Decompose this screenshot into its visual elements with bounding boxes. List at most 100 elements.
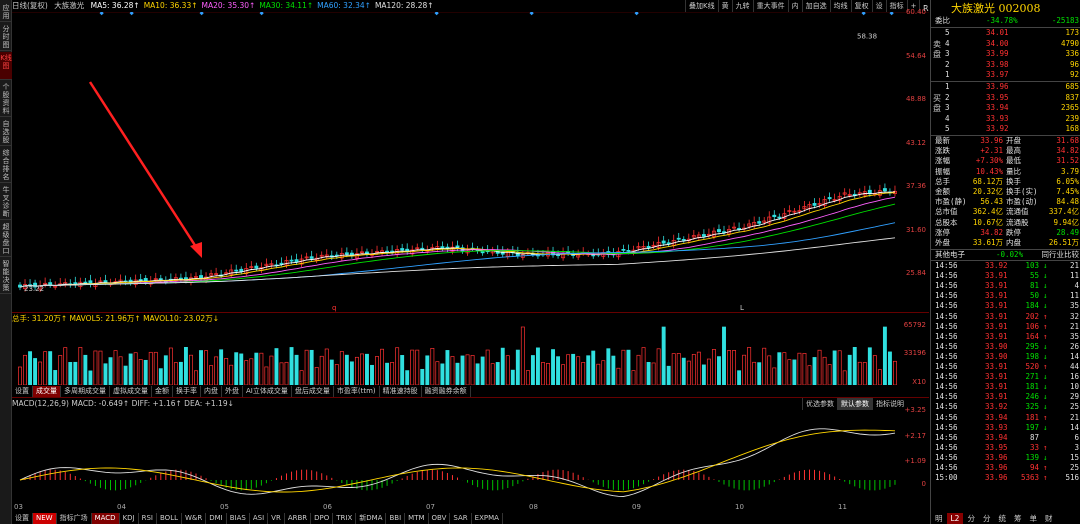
candle-body (681, 239, 686, 241)
volume-tab-4[interactable]: 金额 (152, 386, 173, 397)
macd-btn-2[interactable]: 指标说明 (872, 398, 907, 410)
toolbar-btn-0[interactable]: 叠加K线 (685, 0, 718, 12)
indicator-tab-7[interactable]: W&R (182, 513, 207, 524)
volume-tab-6[interactable]: 内盘 (201, 386, 222, 397)
cell: 33.95 (985, 442, 1008, 452)
indicator-tab-4[interactable]: KDJ (120, 513, 139, 524)
toolbar-btn-4[interactable]: 内 (787, 0, 802, 12)
volume-bar (867, 347, 872, 385)
indicator-tab-15[interactable]: 新DMA (356, 513, 387, 524)
cell: 26 (1069, 341, 1079, 351)
indicator-tab-3[interactable]: MACD (91, 513, 120, 524)
arrow-head (190, 242, 202, 258)
toolbar-btn-3[interactable]: 重大事件 (752, 0, 788, 12)
nav-item-5[interactable]: 综合排名 (0, 147, 12, 183)
indicator-tab-17[interactable]: MTM (405, 513, 429, 524)
volume-bar (757, 362, 762, 385)
volume-tab-0[interactable]: 设置 (12, 386, 33, 397)
volume-svg[interactable] (12, 325, 929, 385)
indicator-tab-12[interactable]: ARBR (285, 513, 312, 524)
toolbar-btn-10[interactable]: + (906, 0, 920, 12)
cell: 14:56 (935, 271, 958, 281)
toolbar-btn-8[interactable]: 设 (871, 0, 886, 12)
indicator-tab-8[interactable]: DMI (206, 513, 227, 524)
kline-ytick: 48.88 (905, 95, 926, 103)
toolbar-btn-6[interactable]: 均线 (829, 0, 851, 12)
volume-tab-7[interactable]: 外盘 (222, 386, 243, 397)
indicator-tab-11[interactable]: VR (268, 513, 285, 524)
volume-tab-9[interactable]: 盘后成交量 (292, 386, 334, 397)
quote-tab-6[interactable]: 单 (1029, 514, 1037, 523)
volume-bar (611, 355, 616, 385)
quote-tab-4[interactable]: 统 (998, 514, 1006, 523)
indicator-tab-5[interactable]: RSI (139, 513, 157, 524)
cell: 3 (945, 103, 950, 112)
event-marker[interactable] (889, 12, 894, 16)
nav-item-2[interactable]: K线图 (0, 52, 12, 80)
toolbar-btn-11[interactable]: - (919, 0, 929, 12)
nav-item-0[interactable]: 应用 (0, 2, 12, 22)
toolbar-btn-9[interactable]: 指标 (885, 0, 907, 12)
nav-item-8[interactable]: 智能决策 (0, 258, 12, 294)
ma-line (19, 192, 896, 288)
volume-tab-12[interactable]: 融资融券余额 (422, 386, 471, 397)
cell: 139 (1025, 452, 1039, 462)
indicator-tab-19[interactable]: SAR (450, 513, 472, 524)
cell: 33.98 (986, 59, 1009, 69)
volume-bar (194, 370, 198, 385)
indicator-tab-13[interactable]: DPO (311, 513, 334, 524)
macd-svg[interactable] (12, 410, 929, 500)
macd-btn-0[interactable]: 优选参数 (802, 398, 837, 410)
quote-tab-2[interactable]: 分 (967, 514, 975, 523)
quote-tab-0[interactable]: 明 (935, 514, 943, 523)
volume-tab-3[interactable]: 虚拟成交量 (110, 386, 152, 397)
quote-tab-3[interactable]: 分 (982, 514, 991, 523)
indicator-tab-0[interactable]: 设置 (12, 513, 33, 524)
quote-tab-5[interactable]: 筹 (1013, 514, 1022, 523)
volume-tab-8[interactable]: AI立体成交量 (243, 386, 292, 397)
nav-item-7[interactable]: 超级盘口 (0, 221, 12, 257)
indicator-tab-14[interactable]: TRIX (333, 513, 357, 524)
nav-item-6[interactable]: 牛叉诊断 (0, 184, 12, 220)
cell: 87 (1029, 432, 1039, 442)
volume-tab-11[interactable]: 精准速持股 (380, 386, 422, 397)
nav-item-4[interactable]: 自选股 (0, 118, 12, 146)
quote-tab-7[interactable]: 财 (1044, 514, 1053, 523)
event-marker[interactable] (634, 12, 639, 16)
indicator-tab-20[interactable]: EXPMA (472, 513, 503, 524)
event-marker[interactable] (529, 12, 534, 16)
indicator-tab-6[interactable]: BOLL (157, 513, 182, 524)
indicator-tab-18[interactable]: OBV (429, 513, 451, 524)
indicator-tab-10[interactable]: ASI (250, 513, 269, 524)
toolbar-btn-7[interactable]: 复权 (850, 0, 872, 12)
cell: 14:56 (935, 261, 958, 270)
toolbar-btn-5[interactable]: 加自选 (801, 0, 830, 12)
volume-tab-5[interactable]: 换手率 (173, 386, 201, 397)
indicator-tab-2[interactable]: 指标广场 (57, 513, 92, 524)
chart-period[interactable]: 日线(复权) (12, 1, 48, 10)
nav-item-3[interactable]: 个股资料 (0, 81, 12, 117)
quote-tab-1[interactable]: L2 (946, 513, 964, 524)
volume-bar (556, 356, 561, 385)
volume-tab-2[interactable]: 多周期成交量 (61, 386, 110, 397)
nav-item-1[interactable]: 分时图 (0, 23, 12, 51)
toolbar-btn-2[interactable]: 九转 (731, 0, 753, 12)
kline-svg[interactable]: 58.38 23.22 q L (12, 12, 929, 312)
toolbar-btn-1[interactable]: 黄 (717, 0, 732, 12)
macd-ytick: +3.25 (904, 406, 926, 414)
stat-row: 总手 68.12万 换手 6.05% (931, 177, 1080, 188)
indicator-tab-1[interactable]: NEW (33, 513, 57, 524)
volume-bar (445, 350, 450, 385)
macd-btn-1[interactable]: 默认参数 (837, 398, 872, 410)
dea-line (19, 429, 896, 493)
volume-bar (872, 355, 877, 385)
cell: 34.82 (1056, 146, 1079, 156)
volume-tab-10[interactable]: 市盈率(ttm) (334, 386, 380, 397)
volume-tab-1[interactable]: 成交量 (33, 386, 61, 397)
indicator-tab-9[interactable]: BIAS (227, 513, 250, 524)
indicator-tab-16[interactable]: BBI (386, 513, 406, 524)
x-axis-label: 05 (220, 503, 229, 511)
event-marker[interactable] (861, 12, 866, 16)
cell: ↑ (1043, 473, 1048, 483)
candle-body (797, 210, 802, 212)
